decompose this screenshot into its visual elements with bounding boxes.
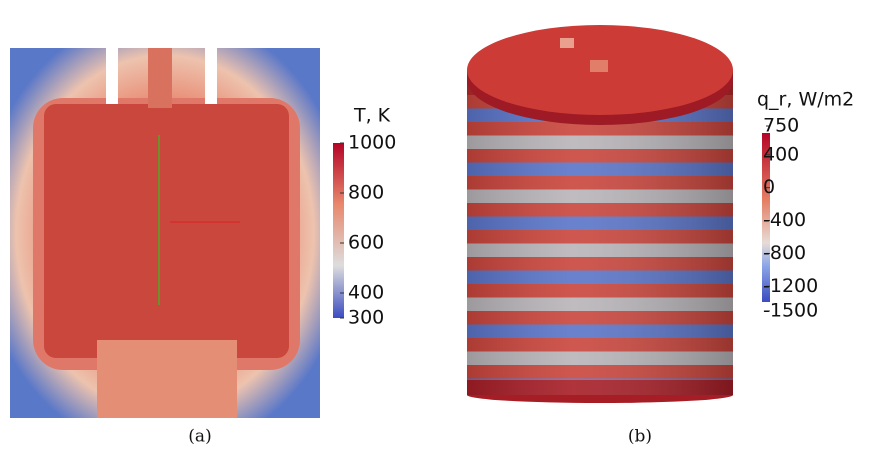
colorbar-tick-label: 750: [763, 115, 799, 137]
colorbar-title: T, K: [353, 105, 391, 127]
colorbar-tick-label: -1200: [763, 275, 818, 297]
outlet: [205, 48, 217, 104]
colorbar-tick-label: 400: [348, 282, 384, 304]
colorbar-tick-label: -800: [763, 242, 806, 264]
colorbar-tick-label: 800: [348, 182, 384, 204]
hot-spot: [590, 60, 608, 72]
temperature-field: [10, 48, 320, 418]
colorbar-title: q_r, W/m2: [757, 89, 854, 111]
colorbar: [333, 143, 344, 318]
shaft-housing: [148, 48, 172, 108]
cylinder: [467, 25, 733, 403]
hot-spot: [560, 38, 574, 48]
caption: (b): [628, 427, 652, 447]
colorbar-tick-label: 1000: [348, 132, 396, 154]
colorbar-tick-label: 300: [348, 307, 384, 329]
vessel: [44, 104, 289, 358]
inlet: [106, 48, 118, 104]
colorbar-tick-label: 0: [763, 176, 775, 198]
colorbar-tick-label: -1500: [763, 300, 818, 322]
base: [97, 340, 237, 418]
figure: (a) (b) T, K q_r, W/m2 300 400 600 800 1000 -…: [0, 0, 871, 449]
colorbar-tick-label: 400: [763, 143, 799, 165]
colorbar-tick-label: -400: [763, 209, 806, 231]
caption: (a): [188, 427, 211, 447]
colorbar-tick-label: 600: [348, 232, 384, 254]
